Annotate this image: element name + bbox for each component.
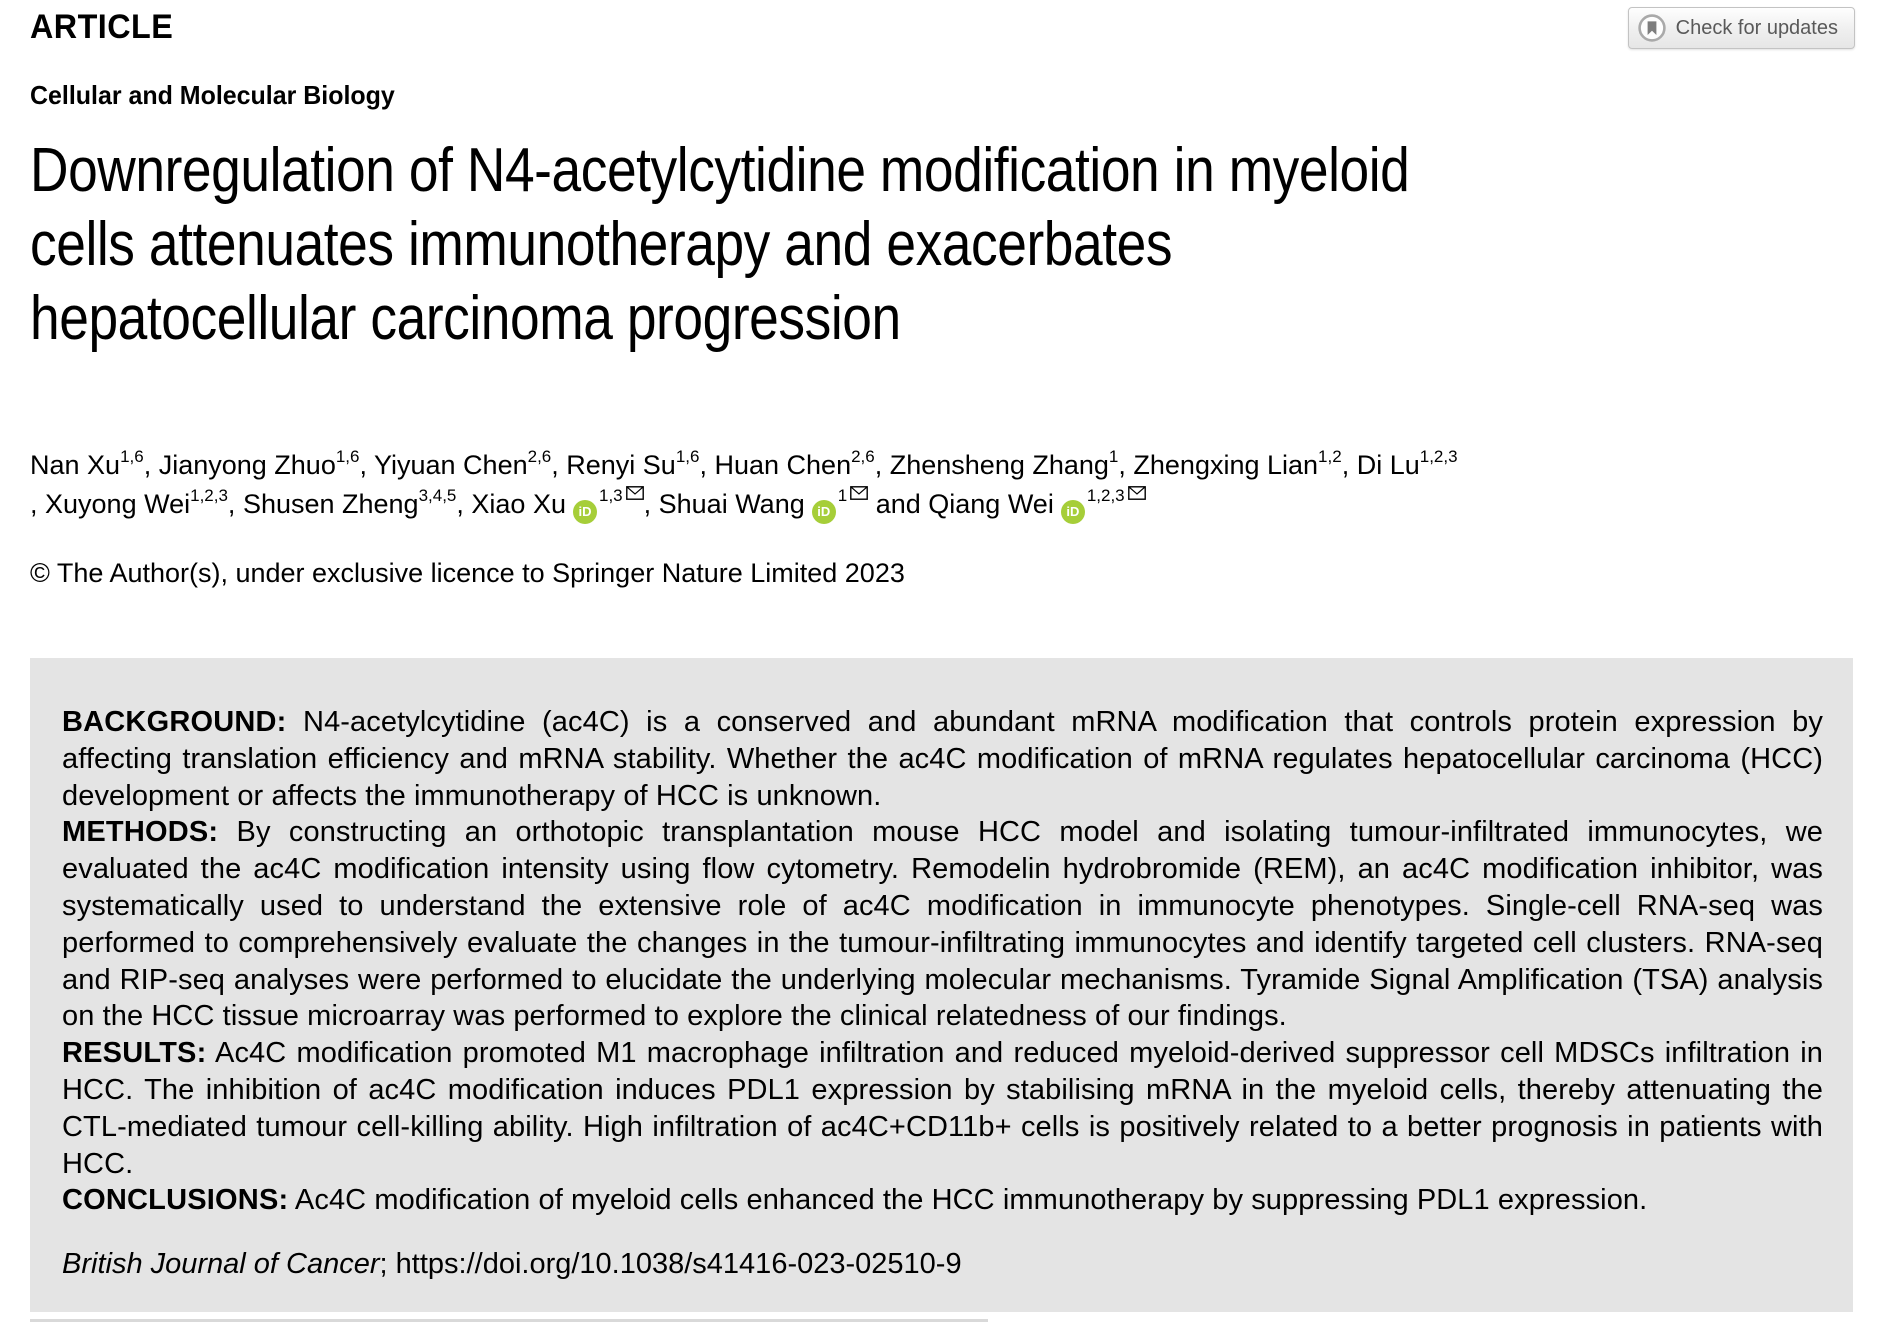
author-affiliations: 1,6 [120, 447, 144, 466]
author-name: Di Lu [1356, 450, 1420, 480]
author-affiliations: 3,4,5 [418, 486, 457, 505]
orcid-icon[interactable]: iD [1060, 500, 1085, 524]
author-name: Yiyuan Chen [374, 450, 528, 480]
abstract-sections: BACKGROUND: N4-acetylcytidine (ac4C) is … [62, 704, 1823, 1219]
subject-category: Cellular and Molecular Biology [30, 80, 395, 110]
copyright-line: © The Author(s), under exclusive licence… [30, 558, 905, 588]
author-name: Xiao Xu [471, 489, 566, 519]
author-affiliations: 1,2,3 [1087, 486, 1146, 505]
paper-title-line: cells attenuates immunotherapy and exace… [30, 210, 1173, 279]
author-affiliations: 1,6 [675, 447, 700, 466]
email-icon[interactable] [625, 486, 644, 500]
article-type-label: ARTICLE [30, 8, 174, 46]
author-affiliations: 1 [1108, 447, 1119, 466]
author-name: Shusen Zheng [242, 489, 419, 519]
author-affiliations: 2,6 [851, 447, 875, 466]
doi-link[interactable]: ; https://doi.org/10.1038/s41416-023-025… [379, 1248, 962, 1281]
bookmark-circle-icon [1637, 14, 1666, 42]
abstract-section-label: METHODS: [62, 816, 219, 849]
abstract-section-label: BACKGROUND: [62, 706, 287, 738]
citation-line: British Journal of Cancer; https://doi.o… [62, 1246, 1823, 1283]
author-affiliations: 1 [838, 486, 869, 505]
author-name: Huan Chen [714, 450, 852, 480]
abstract-section-label: RESULTS: [62, 1037, 207, 1070]
abstract-box: BACKGROUND: N4-acetylcytidine (ac4C) is … [30, 658, 1853, 1312]
abstract-results-paragraph: RESULTS: Ac4C modification promoted M1 m… [62, 1037, 1823, 1180]
abstract-conclusions-paragraph: CONCLUSIONS: Ac4C modification of myeloi… [62, 1184, 1648, 1217]
author-list: Nan Xu1,6, Jianyong Zhuo1,6, Yiyuan Chen… [30, 446, 1770, 524]
page-bottom-rule [30, 1319, 988, 1322]
author-affiliations: 1,3 [599, 486, 644, 505]
author-affiliations: 1,2,3 [190, 486, 228, 505]
orcid-icon[interactable]: iD [811, 500, 836, 524]
abstract-methods-paragraph: METHODS: By constructing an orthotopic t… [62, 816, 1823, 1033]
abstract-background-paragraph: BACKGROUND: N4-acetylcytidine (ac4C) is … [62, 706, 1823, 812]
author-name: Qiang Wei [928, 489, 1054, 519]
email-icon[interactable] [1127, 486, 1146, 500]
paper-title-line: Downregulation of N4-acetylcytidine modi… [30, 136, 1410, 205]
author-name: Renyi Su [566, 450, 676, 480]
abstract-section-label: CONCLUSIONS: [62, 1184, 289, 1217]
paper-title-line: hepatocellular carcinoma progression [30, 284, 901, 353]
author-name: Xuyong Wei [45, 489, 191, 519]
check-for-updates-label: Check for updates [1675, 16, 1838, 39]
author-affiliations: 2,6 [527, 447, 552, 466]
orcid-icon[interactable]: iD [572, 500, 597, 524]
author-affiliations: 1,2,3 [1419, 447, 1458, 466]
paper-title: Downregulation of N4-acetylcytidine modi… [30, 134, 1410, 356]
author-name: Jianyong Zhuo [158, 450, 336, 480]
author-name: Zhengxing Lian [1133, 450, 1319, 480]
check-for-updates-badge[interactable]: Check for updates [1627, 7, 1855, 49]
author-name: Nan Xu [30, 450, 121, 480]
author-name: Zhensheng Zhang [889, 450, 1109, 480]
author-name: Shuai Wang [658, 489, 805, 519]
author-affiliations: 1,2 [1318, 447, 1342, 466]
author-affiliations: 1,6 [335, 447, 360, 466]
email-icon[interactable] [850, 486, 869, 500]
journal-name: British Journal of Cancer [62, 1248, 380, 1281]
